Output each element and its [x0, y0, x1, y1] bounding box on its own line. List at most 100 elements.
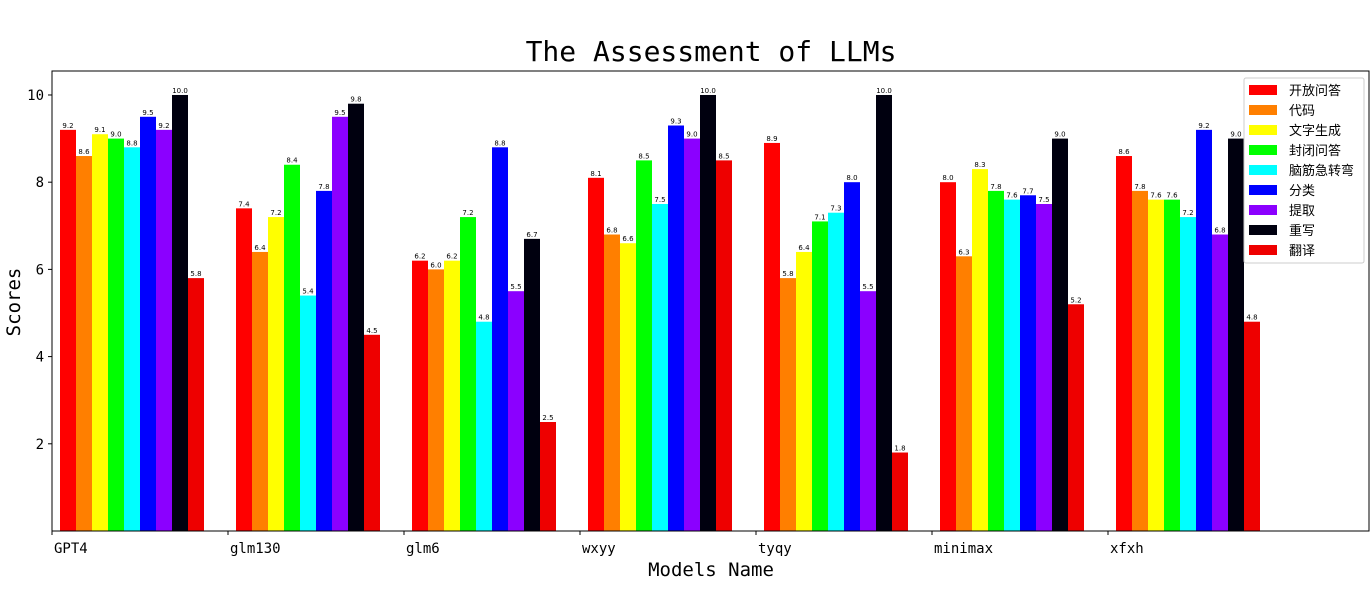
bar-value-label: 2.5: [542, 414, 553, 422]
bar-wxyy-s3: [636, 160, 652, 531]
bar-glm130-s8: [364, 334, 380, 531]
plot-frame: [51, 70, 1370, 532]
bar-glm6-s0: [412, 260, 428, 531]
bar-tyqy-s7: [876, 94, 892, 531]
bar-value-label: 9.0: [1054, 131, 1065, 139]
bar-glm6-s2: [444, 260, 460, 531]
bar-value-label: 5.5: [510, 283, 521, 291]
bar-value-label: 8.6: [1118, 148, 1130, 156]
y-axis-ticks: 2 4 6 8 10: [27, 88, 52, 453]
x-tick-label: xfxh: [1110, 541, 1144, 557]
bar-value-label: 5.4: [302, 288, 314, 296]
legend-swatch: [1249, 85, 1277, 95]
bar-xfxh-s6: [1212, 234, 1228, 531]
bar-glm130-s7: [348, 103, 364, 532]
bar-wxyy-s0: [588, 177, 604, 531]
bar-value-label: 5.8: [190, 270, 201, 278]
y-axis-label: Scores: [3, 268, 25, 337]
legend-swatch: [1249, 105, 1277, 115]
bar-value-label: 9.0: [1230, 131, 1241, 139]
bar-GPT4-s1: [76, 156, 92, 532]
legend-label: 脑筋急转弯: [1289, 163, 1354, 179]
bar-wxyy-s1: [604, 234, 620, 531]
bar-glm6-s3: [460, 217, 476, 531]
bar-glm6-s4: [476, 321, 492, 531]
legend-swatch: [1249, 185, 1277, 195]
bar-minimax-s5: [1020, 195, 1036, 532]
bar-GPT4-s5: [140, 116, 156, 532]
bar-value-label: 7.7: [1022, 187, 1033, 195]
bar-value-label: 9.0: [686, 131, 697, 139]
bar-glm130-s5: [316, 190, 332, 531]
bar-value-label: 8.1: [590, 170, 601, 178]
bar-value-label: 7.6: [1150, 192, 1162, 200]
bar-value-label: 1.8: [894, 445, 905, 453]
legend-label: 封闭问答: [1289, 143, 1341, 159]
bar-value-label: 9.5: [142, 109, 153, 117]
y-tick-label: 4: [36, 350, 44, 366]
bar-glm130-s0: [236, 208, 252, 531]
bar-value-label: 8.4: [286, 157, 298, 165]
bar-glm130-s4: [300, 295, 316, 531]
bar-value-label: 7.8: [1134, 183, 1145, 191]
bar-value-label: 4.5: [366, 327, 377, 335]
bar-labels-group: 9.2 7.4 6.2 8.1 8.9 8.0 8.6 8.6 6.4 6.0 6.8 5.8 6.3 7…: [62, 87, 1257, 453]
bar-value-label: 7.2: [462, 209, 473, 217]
bar-value-label: 6.3: [958, 248, 969, 256]
bar-value-label: 7.6: [1006, 192, 1018, 200]
legend-swatch: [1249, 225, 1277, 235]
bar-value-label: 9.2: [1198, 122, 1209, 130]
bar-glm6-s7: [524, 238, 540, 531]
legend-box: [1243, 77, 1365, 264]
bar-value-label: 10.0: [700, 87, 716, 95]
bar-minimax-s1: [956, 256, 972, 531]
bar-value-label: 5.2: [1070, 296, 1081, 304]
bar-value-label: 6.4: [254, 244, 266, 252]
legend-swatch: [1249, 165, 1277, 175]
bar-wxyy-s8: [716, 160, 732, 531]
x-axis-label: Models Name: [648, 559, 774, 581]
bar-GPT4-s0: [60, 129, 76, 532]
x-axis-ticks: GPT4 glm130 glm6 wxyy tyqy minimax xfxh: [51, 531, 1144, 557]
bar-xfxh-s1: [1132, 190, 1148, 531]
bar-value-label: 6.8: [606, 227, 617, 235]
bar-value-label: 6.2: [446, 253, 457, 261]
bar-xfxh-s0: [1116, 156, 1132, 532]
bar-value-label: 6.0: [430, 261, 441, 269]
bar-tyqy-s1: [780, 278, 796, 531]
bar-GPT4-s4: [124, 147, 140, 531]
legend-label: 开放问答: [1289, 83, 1341, 99]
bar-value-label: 7.8: [318, 183, 329, 191]
x-tick-label: glm130: [230, 541, 281, 557]
bar-minimax-s0: [940, 182, 956, 532]
bar-value-label: 8.0: [846, 174, 857, 182]
x-tick-label: glm6: [406, 541, 440, 557]
bar-GPT4-s7: [172, 94, 188, 531]
y-tick-label: 6: [36, 262, 44, 278]
bar-xfxh-s5: [1196, 129, 1212, 532]
bar-value-label: 7.4: [238, 200, 250, 208]
bar-minimax-s7: [1052, 138, 1068, 531]
bar-wxyy-s4: [652, 203, 668, 531]
bar-value-label: 9.5: [334, 109, 345, 117]
bar-value-label: 4.8: [478, 314, 489, 322]
y-tick-label: 10: [27, 88, 44, 104]
legend-swatch: [1249, 125, 1277, 135]
bar-tyqy-s2: [796, 251, 812, 531]
bar-value-label: 8.9: [766, 135, 777, 143]
bar-glm130-s2: [268, 217, 284, 531]
bar-value-label: 8.8: [126, 139, 137, 147]
legend-label: 分类: [1289, 184, 1315, 199]
bar-value-label: 6.6: [622, 235, 634, 243]
bar-wxyy-s5: [668, 125, 684, 531]
bar-GPT4-s6: [156, 129, 172, 532]
bar-minimax-s8: [1068, 304, 1084, 531]
y-tick-label: 2: [36, 437, 44, 453]
bar-wxyy-s2: [620, 243, 636, 532]
bar-value-label: 9.2: [158, 122, 169, 130]
bar-value-label: 8.3: [974, 161, 985, 169]
bar-value-label: 7.8: [990, 183, 1001, 191]
bar-value-label: 4.8: [1246, 314, 1257, 322]
